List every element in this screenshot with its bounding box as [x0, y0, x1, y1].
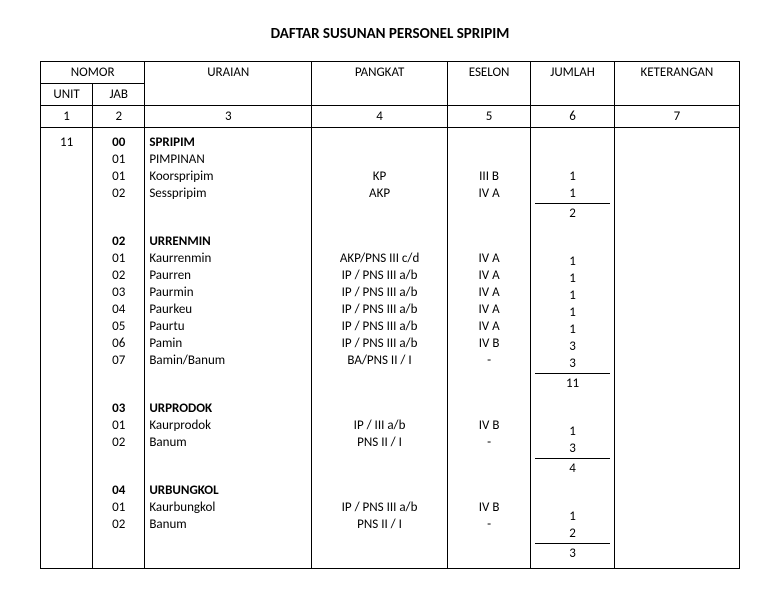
subtotal: 3 — [535, 543, 609, 562]
colnum-6: 6 — [531, 106, 614, 128]
subtotal: 2 — [535, 203, 609, 222]
data-row: 11 00010102 0201020304050607 030102 0401… — [41, 128, 740, 569]
colnum-7: 7 — [614, 106, 739, 128]
header-nomor: NOMOR — [41, 62, 145, 84]
subtotal: 11 — [535, 373, 609, 392]
header-jab: JAB — [93, 84, 145, 106]
uraian-cell: SPRIPIMPIMPINANKoorspripimSesspripim URR… — [145, 128, 312, 569]
personnel-table: NOMOR URAIAN PANGKAT ESELON JUMLAH KETER… — [40, 61, 740, 569]
keterangan-cell — [614, 128, 739, 569]
header-unit: UNIT — [41, 84, 93, 106]
header-row-1: NOMOR URAIAN PANGKAT ESELON JUMLAH KETER… — [41, 62, 740, 84]
colnum-2: 2 — [93, 106, 145, 128]
page-title: DAFTAR SUSUNAN PERSONEL SPRIPIM — [40, 25, 740, 43]
pangkat-cell: KPAKP AKP/PNS III c/dIP / PNS III a/bIP … — [312, 128, 448, 569]
header-pangkat: PANGKAT — [312, 62, 448, 106]
jab-cell: 00010102 0201020304050607 030102 040102 — [93, 128, 145, 569]
header-uraian: URAIAN — [145, 62, 312, 106]
colnum-row: 1 2 3 4 5 6 7 — [41, 106, 740, 128]
header-jumlah: JUMLAH — [531, 62, 614, 106]
subtotal: 4 — [535, 458, 609, 477]
colnum-1: 1 — [41, 106, 93, 128]
colnum-4: 4 — [312, 106, 448, 128]
unit-cell: 11 — [41, 128, 93, 569]
header-keterangan: KETERANGAN — [614, 62, 739, 106]
colnum-5: 5 — [447, 106, 530, 128]
jumlah-cell: 112 111113311 134 123 — [531, 128, 614, 569]
header-eselon: ESELON — [447, 62, 530, 106]
colnum-3: 3 — [145, 106, 312, 128]
eselon-cell: III BIV A IV AIV AIV AIV AIV AIV B- IV B… — [447, 128, 530, 569]
